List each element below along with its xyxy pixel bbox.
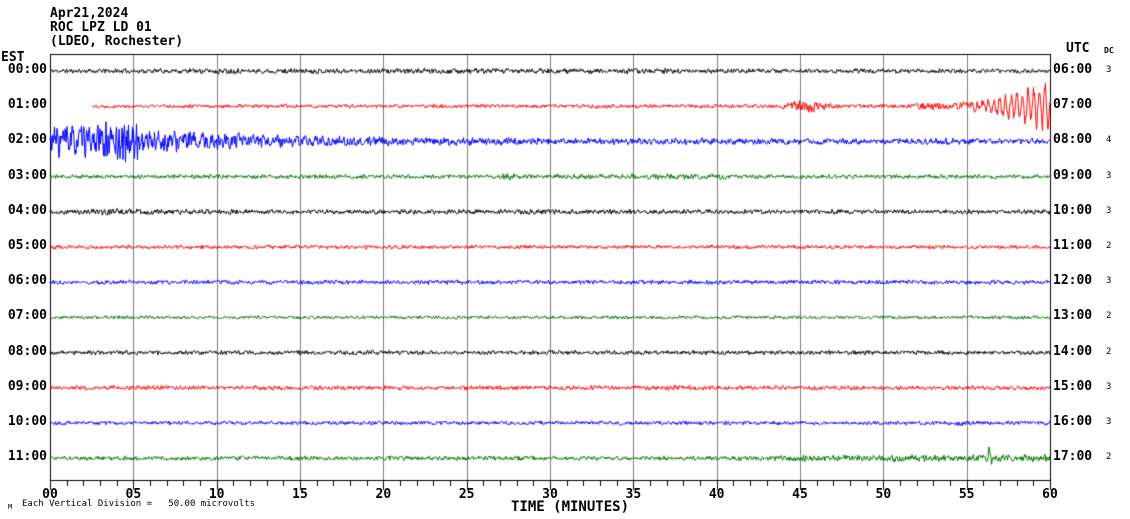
row-dc-value: 2 [1106, 311, 1112, 322]
row-dc-value: 3 [1106, 381, 1112, 392]
row-dc-value: 3 [1106, 205, 1112, 216]
x-tick-label: 20 [375, 487, 392, 502]
scale-note: Each Vertical Division = 50.00 microvolt… [22, 499, 255, 509]
row-label-est: 01:00 [7, 97, 47, 113]
row-dc-value: 2 [1106, 452, 1112, 463]
row-label-utc: 07:00 [1053, 97, 1093, 113]
row-label-utc: 10:00 [1053, 202, 1093, 218]
row-label-utc: 14:00 [1053, 343, 1093, 359]
row-label-est: 09:00 [7, 378, 47, 394]
row-dc-value: 3 [1106, 65, 1112, 75]
row-label-utc: 13:00 [1053, 308, 1093, 324]
row-label-utc: 06:00 [1053, 62, 1093, 77]
x-tick-label: 10 [208, 487, 225, 502]
row-dc-value: 2 [1106, 346, 1112, 357]
x-tick-label: 55 [958, 487, 975, 502]
row-label-est: 02:00 [7, 132, 47, 148]
footer-tiny-glyph: M [8, 503, 13, 511]
row-label-est: 08:00 [7, 343, 47, 359]
row-label-est: 06:00 [7, 273, 47, 289]
row-label-est: 07:00 [7, 308, 47, 324]
row-dc-value: 2 [1106, 241, 1112, 251]
x-tick-label: 60 [1042, 487, 1058, 502]
row-label-utc: 11:00 [1053, 238, 1093, 253]
row-label-est: 00:00 [7, 62, 47, 77]
row-label-utc: 16:00 [1053, 414, 1093, 429]
row-label-est: 11:00 [7, 449, 47, 465]
x-tick-label: 05 [125, 487, 142, 502]
row-dc-value: 3 [1106, 170, 1112, 181]
x-tick-label: 00 [42, 487, 58, 502]
row-label-utc: 09:00 [1053, 167, 1093, 183]
row-dc-value: 4 [1106, 135, 1112, 146]
x-tick-label: 40 [708, 487, 725, 502]
row-label-est: 04:00 [7, 202, 47, 218]
row-label-est: 03:00 [7, 167, 47, 183]
x-axis-title: TIME (MINUTES) [510, 499, 630, 515]
row-label-utc: 12:00 [1053, 273, 1093, 289]
row-dc-value: 3 [1106, 417, 1112, 427]
row-label-est: 10:00 [7, 414, 47, 429]
x-tick-label: 50 [875, 487, 892, 502]
row-label-utc: 15:00 [1053, 378, 1093, 394]
x-tick-label: 15 [292, 487, 308, 502]
row-label-utc: 08:00 [1053, 132, 1093, 148]
x-tick-label: 45 [792, 487, 808, 502]
row-dc-value: 3 [1106, 276, 1112, 287]
x-tick-label: 25 [458, 487, 475, 502]
row-label-utc: 17:00 [1053, 449, 1093, 465]
row-label-est: 05:00 [7, 238, 47, 253]
x-tick-label: 35 [625, 487, 642, 502]
x-tick-label: 30 [542, 487, 558, 502]
